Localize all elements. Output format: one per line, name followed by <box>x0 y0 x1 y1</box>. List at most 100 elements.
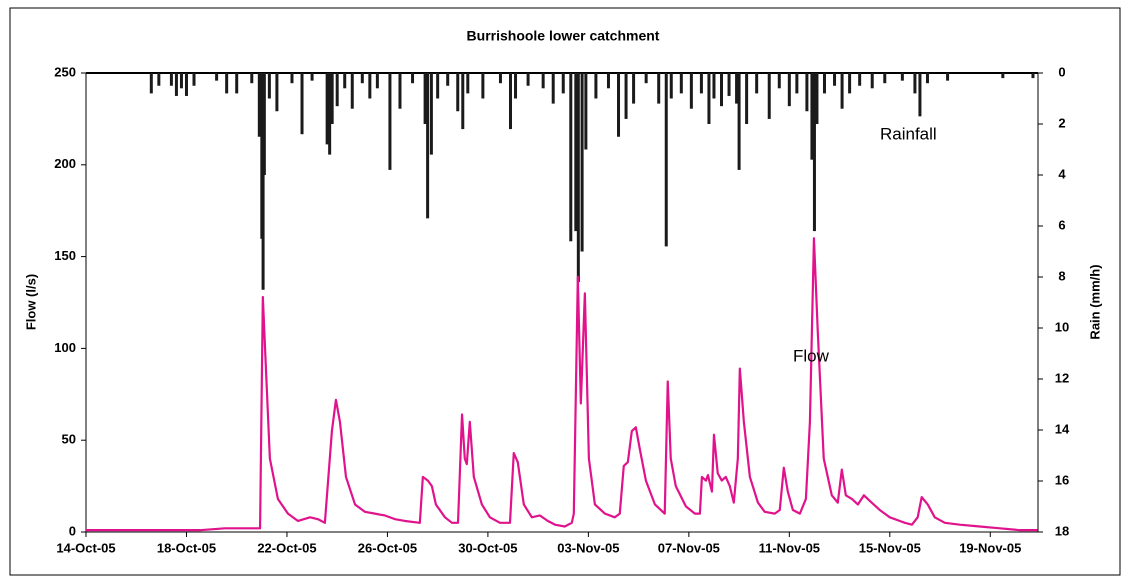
rain-bar <box>810 73 814 160</box>
x-tick-label: 03-Nov-05 <box>557 540 619 555</box>
y2-tick-label: 16 <box>1055 472 1069 487</box>
y2-tick-label: 18 <box>1055 523 1069 538</box>
rain-bar <box>215 73 219 81</box>
x-tick-label: 18-Oct-05 <box>157 540 216 555</box>
rain-bar <box>335 73 339 107</box>
series-label: Flow <box>793 346 830 365</box>
rain-bar <box>169 73 173 86</box>
y2-tick-label: 8 <box>1058 268 1065 283</box>
rain-bar <box>436 73 440 99</box>
rain-bar <box>679 73 683 94</box>
x-tick-label: 26-Oct-05 <box>358 540 417 555</box>
rain-bar <box>388 73 392 170</box>
rain-bar <box>918 73 922 117</box>
rain-bar <box>745 73 749 124</box>
rain-bar <box>509 73 513 130</box>
rain-bar <box>657 73 661 104</box>
rain-bar <box>946 73 950 81</box>
rain-bar <box>456 73 460 112</box>
rain-bar <box>225 73 229 94</box>
rain-bar <box>812 73 816 232</box>
rain-bar <box>699 73 703 94</box>
y-axis-label: Flow (l/s) <box>23 274 38 330</box>
rain-bar <box>767 73 771 119</box>
rain-bar <box>569 73 573 242</box>
rain-bar <box>157 73 161 86</box>
flow-line <box>86 237 1038 532</box>
rain-bar <box>184 73 188 96</box>
rain-bar <box>606 73 610 89</box>
rain-bar <box>822 73 826 94</box>
rain-bar <box>644 73 648 84</box>
rain-bar <box>290 73 294 84</box>
rain-bar <box>398 73 402 109</box>
rain-bar <box>343 73 347 89</box>
rain-bar <box>257 73 261 137</box>
x-tick-label: 19-Nov-05 <box>959 540 1021 555</box>
x-tick-label: 11-Nov-05 <box>759 540 820 555</box>
rain-bar <box>900 73 904 81</box>
x-tick-label: 15-Nov-05 <box>859 540 921 555</box>
y2-tick-label: 10 <box>1055 319 1069 334</box>
rain-bar <box>787 73 791 107</box>
y2-tick-label: 2 <box>1058 115 1065 130</box>
rain-bar <box>275 73 279 112</box>
y2-tick-label: 0 <box>1058 64 1065 79</box>
rain-bar <box>179 73 183 89</box>
rain-bar <box>411 73 415 84</box>
rain-bar <box>858 73 862 86</box>
rain-bar <box>300 73 304 135</box>
rain-bar <box>325 73 329 145</box>
rain-bar <box>727 73 731 96</box>
rain-bar <box>584 73 588 150</box>
rain-bar <box>498 73 502 84</box>
rain-bar <box>149 73 153 94</box>
rain-bar <box>580 73 584 252</box>
rain-bar <box>735 73 739 104</box>
rain-bar <box>840 73 844 109</box>
rain-bar <box>632 73 636 104</box>
rain-bar <box>574 73 578 232</box>
rain-bar <box>737 73 741 170</box>
y2-tick-label: 6 <box>1058 217 1065 232</box>
rain-bar <box>707 73 711 124</box>
x-tick-label: 30-Oct-05 <box>458 540 517 555</box>
rain-bar <box>174 73 178 96</box>
rain-bar <box>689 73 693 109</box>
rain-bar <box>848 73 852 94</box>
rain-bar <box>833 73 837 86</box>
rain-bar <box>350 73 354 109</box>
y2-axis-label: Rain (mm/h) <box>1087 264 1102 339</box>
x-tick-label: 14-Oct-05 <box>56 540 115 555</box>
rain-bar <box>669 73 673 99</box>
rain-bar <box>664 73 668 247</box>
rain-bar <box>805 73 809 112</box>
rain-bar <box>624 73 628 119</box>
rain-bar <box>310 73 314 81</box>
y-tick-label: 250 <box>54 64 76 79</box>
rain-bar <box>514 73 518 99</box>
x-tick-label: 07-Nov-05 <box>658 540 720 555</box>
rain-bar <box>330 73 334 124</box>
rain-bar <box>795 73 799 94</box>
rain-bar <box>777 73 781 89</box>
rain-bar <box>368 73 372 99</box>
y2-tick-label: 14 <box>1055 421 1070 436</box>
rain-bar <box>712 73 716 99</box>
rain-bar <box>551 73 555 104</box>
rain-bar <box>594 73 598 99</box>
rain-bar <box>925 73 929 84</box>
y-tick-label: 0 <box>69 523 76 538</box>
rain-bar <box>883 73 887 84</box>
rain-bar <box>1001 73 1005 79</box>
chart-frame <box>9 7 1121 576</box>
rain-bar <box>375 73 379 89</box>
rain-bar <box>267 73 271 99</box>
rain-bar <box>250 73 254 84</box>
rain-bar <box>815 73 819 124</box>
chart-title: Burrishoole lower catchment <box>467 28 660 44</box>
rain-bar <box>576 73 580 283</box>
rain-bar <box>192 73 196 86</box>
rain-bar <box>526 73 530 86</box>
